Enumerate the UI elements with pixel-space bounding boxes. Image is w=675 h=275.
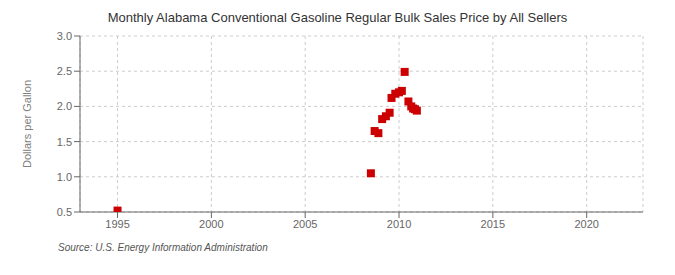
svg-text:2.5: 2.5 [57,65,72,77]
svg-text:2020: 2020 [574,218,598,230]
svg-text:2010: 2010 [387,218,411,230]
html-text:Source: U.S. Energy Informatio: Source: U.S. Energy Information Administ… [58,242,268,253]
svg-text:2015: 2015 [481,218,505,230]
svg-text:2000: 2000 [199,218,223,230]
svg-text:1.0: 1.0 [57,171,72,183]
svg-text:0.5: 0.5 [57,206,72,218]
svg-text:1995: 1995 [105,218,129,230]
html-text:Monthly Alabama Conventional G: Monthly Alabama Conventional Gasoline Re… [107,10,568,25]
svg-text:3.0: 3.0 [57,30,72,42]
svg-text:1.5: 1.5 [57,136,72,148]
svg-text:Dollars per Gallon: Dollars per Gallon [21,80,33,168]
svg-text:2.0: 2.0 [57,100,72,112]
svg-text:2005: 2005 [293,218,317,230]
